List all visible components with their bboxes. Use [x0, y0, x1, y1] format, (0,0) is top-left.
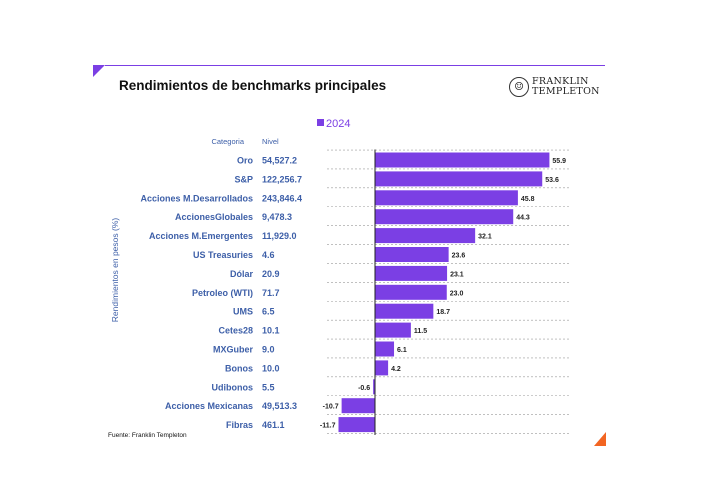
page-title: Rendimientos de benchmarks principales — [119, 78, 387, 93]
level-value: 9.0 — [262, 345, 275, 355]
data-label: 23.1 — [450, 271, 464, 278]
data-label: 4.2 — [391, 366, 401, 373]
level-value: 20.9 — [262, 269, 280, 279]
level-value: 10.1 — [262, 326, 280, 336]
bar — [338, 417, 375, 433]
category-label: AccionesGlobales — [175, 212, 253, 222]
data-label: 55.9 — [552, 158, 566, 165]
category-label: Acciones M.Desarrollados — [140, 193, 253, 203]
data-label: 53.6 — [545, 177, 559, 184]
level-value: 122,256.7 — [262, 174, 302, 184]
corner-accent-bottom-right — [594, 432, 606, 446]
bar — [373, 379, 375, 395]
category-label: Petroleo (WTI) — [192, 288, 253, 298]
level-value: 461.1 — [262, 420, 285, 430]
bar — [375, 265, 448, 281]
category-label: Fibras — [226, 420, 253, 430]
level-value: 10.0 — [262, 363, 280, 373]
legend-label: 2024 — [326, 118, 350, 130]
logo-text: FRANKLIN TEMPLETON — [532, 77, 600, 97]
bar — [375, 341, 395, 357]
data-label: 44.3 — [516, 215, 530, 222]
column-header-category: Categoria — [211, 137, 244, 146]
data-label: 11.5 — [414, 328, 427, 335]
category-label: Bonos — [225, 363, 253, 373]
bar — [375, 228, 476, 244]
data-label: -0.6 — [358, 385, 370, 392]
data-label: 6.1 — [397, 347, 407, 354]
level-value: 6.5 — [262, 307, 275, 317]
data-label: -10.7 — [323, 404, 339, 411]
bar — [375, 209, 514, 225]
category-label: Dólar — [230, 269, 254, 279]
logo-line-1: FRANKLIN — [532, 76, 589, 87]
level-value: 9,478.3 — [262, 212, 292, 222]
data-label: 18.7 — [436, 309, 450, 316]
bar — [375, 247, 449, 262]
category-label: S&P — [234, 174, 253, 184]
data-label: 32.1 — [478, 234, 492, 241]
franklin-templeton-logo: ☺ FRANKLIN TEMPLETON — [509, 77, 600, 97]
corner-accent-top-left — [93, 65, 105, 77]
y-axis-title: Rendimientos en pesos (%) — [110, 218, 120, 323]
legend-swatch — [317, 119, 324, 126]
bar — [341, 398, 375, 414]
category-label: Acciones Mexicanas — [165, 401, 253, 411]
data-label: -11.7 — [320, 423, 336, 430]
category-label: Cetes28 — [218, 326, 253, 336]
bar — [375, 360, 389, 376]
bar — [375, 322, 411, 338]
bar — [375, 190, 518, 206]
level-value: 54,527.2 — [262, 156, 297, 166]
data-label: 23.6 — [452, 253, 466, 260]
category-label: MXGuber — [213, 345, 254, 355]
category-label: Udibonos — [212, 382, 254, 392]
level-value: 5.5 — [262, 382, 275, 392]
level-value: 4.6 — [262, 250, 275, 260]
bar — [375, 284, 447, 300]
bar — [375, 171, 543, 187]
bar — [375, 303, 434, 319]
data-label: 45.8 — [521, 196, 535, 203]
level-value: 243,846.4 — [262, 193, 302, 203]
level-value: 49,513.3 — [262, 401, 297, 411]
category-label: Acciones M.Emergentes — [149, 231, 253, 241]
header-rule — [105, 65, 605, 66]
column-header-level: Nivel — [262, 137, 279, 146]
level-value: 71.7 — [262, 288, 280, 298]
category-label: US Treasuries — [193, 250, 253, 260]
logo-line-2: TEMPLETON — [532, 86, 600, 97]
category-label: Oro — [237, 156, 254, 166]
category-label: UMS — [233, 307, 253, 317]
source-note: Fuente: Franklin Templeton — [108, 432, 187, 439]
data-label: 23.0 — [450, 290, 464, 297]
franklin-portrait-icon: ☺ — [509, 77, 529, 97]
bar — [375, 152, 550, 168]
level-value: 11,929.0 — [262, 231, 297, 241]
